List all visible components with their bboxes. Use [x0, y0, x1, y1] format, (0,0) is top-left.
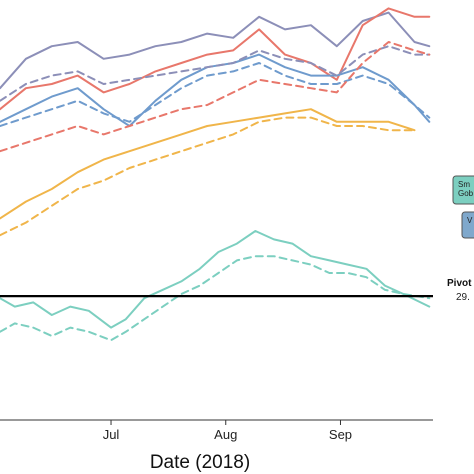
- legend-label-1: Sm: [458, 180, 470, 189]
- legend-swatch-2: [461, 211, 474, 239]
- x-tick-label: Jul: [103, 427, 120, 442]
- series-line-2-solid: [0, 7, 431, 111]
- x-tick-label: Sep: [329, 427, 352, 442]
- series-line-9-solid: [0, 230, 431, 329]
- x-axis-ticks: Jul Aug Sep: [103, 420, 352, 442]
- series-line-4-dashed: [0, 45, 431, 102]
- series-line-3-solid: [0, 53, 431, 127]
- series-layer: [0, 7, 431, 342]
- legend-label-1: Gob: [458, 189, 474, 198]
- series-line-10-dashed: [0, 255, 431, 342]
- x-axis-title: Date (2018): [150, 452, 250, 473]
- plot-area: Jul Aug Sep: [0, 7, 433, 442]
- legend-swatch-1: [452, 175, 474, 205]
- series-line-1-solid: [0, 11, 431, 90]
- series-line-5-dashed: [0, 62, 431, 127]
- pivot-value: 29.: [456, 292, 470, 303]
- series-line-7-solid: [0, 108, 416, 220]
- series-line-6-dashed: [0, 41, 431, 153]
- x-tick-label: Aug: [214, 427, 237, 442]
- series-line-8-dashed: [0, 116, 416, 237]
- pivot-annotation: Pivot 29.: [447, 278, 472, 303]
- pivot-label: Pivot: [447, 278, 472, 289]
- legend-label-2: V: [467, 216, 473, 225]
